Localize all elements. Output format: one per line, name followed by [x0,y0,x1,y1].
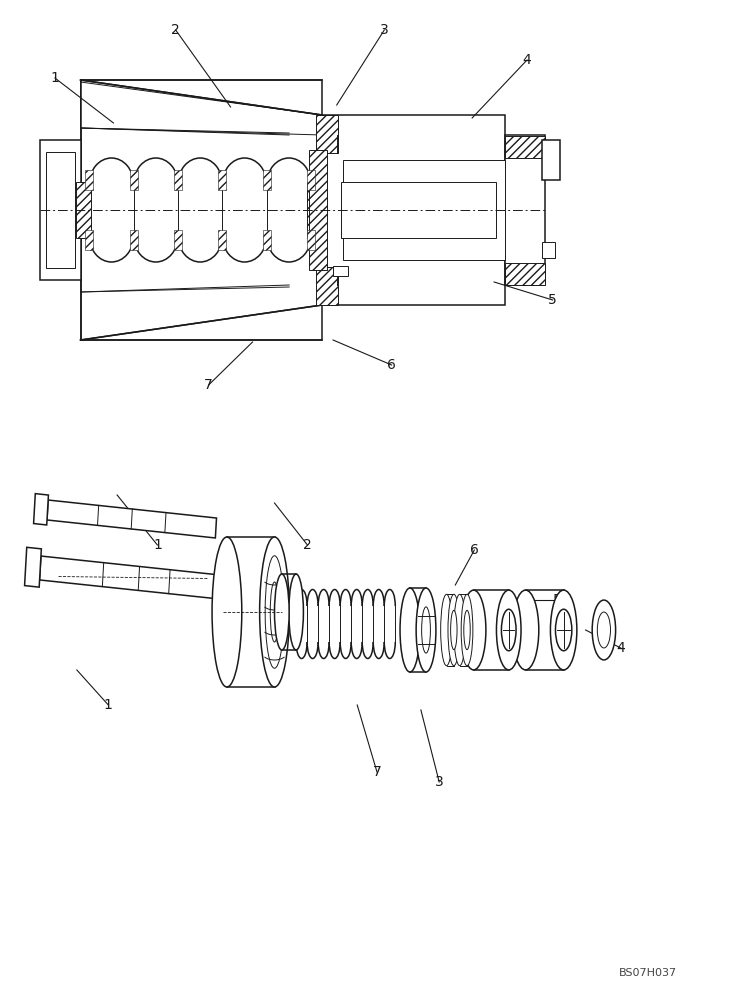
Text: 1: 1 [51,71,59,85]
Text: 7: 7 [204,378,213,392]
Ellipse shape [400,588,419,672]
Bar [307,182,324,238]
Ellipse shape [422,607,430,653]
Ellipse shape [550,590,577,670]
Bar [81,80,322,340]
Text: 4: 4 [523,53,531,67]
Ellipse shape [461,594,473,666]
Bar [316,267,338,305]
Text: 4: 4 [616,641,625,655]
Ellipse shape [597,612,610,648]
Ellipse shape [212,537,242,687]
Text: 6: 6 [387,358,396,372]
Ellipse shape [501,609,516,651]
Bar [316,115,338,153]
Bar [263,170,271,190]
Polygon shape [25,547,41,587]
Bar [46,152,75,268]
Bar [174,170,182,190]
Bar [86,230,93,250]
Bar [542,140,560,180]
Bar [307,230,315,250]
Ellipse shape [270,582,279,642]
Bar [505,263,545,285]
Text: 3: 3 [380,23,389,37]
Bar [343,160,505,260]
Bar [321,115,505,305]
Bar [130,230,138,250]
Ellipse shape [265,556,284,668]
Text: 1: 1 [104,698,113,712]
Bar [341,182,496,238]
Bar [218,230,226,250]
Text: 2: 2 [303,538,312,552]
Bar [333,266,348,276]
Ellipse shape [592,600,616,660]
Bar [218,170,226,190]
Ellipse shape [274,574,289,650]
Ellipse shape [416,588,436,672]
Bar [174,230,182,250]
Text: 2: 2 [171,23,180,37]
Ellipse shape [461,590,486,670]
Ellipse shape [448,594,460,666]
Bar [40,140,81,280]
Bar [309,150,327,270]
Text: 5: 5 [553,593,562,607]
Ellipse shape [454,594,466,666]
Polygon shape [47,500,217,538]
Bar [86,170,93,190]
Polygon shape [40,556,220,599]
Bar [542,242,555,258]
Text: 1: 1 [153,538,162,552]
Polygon shape [34,494,48,525]
Ellipse shape [512,590,539,670]
Bar [263,230,271,250]
Ellipse shape [260,537,289,687]
Bar [130,170,138,190]
Text: 5: 5 [548,293,557,307]
Text: 7: 7 [373,765,381,779]
Text: 6: 6 [470,543,479,557]
Bar [505,136,545,158]
Text: BS07H037: BS07H037 [619,968,677,978]
Polygon shape [81,82,322,135]
Bar [307,170,315,190]
Ellipse shape [496,590,521,670]
Bar [76,182,91,238]
Ellipse shape [441,594,452,666]
Ellipse shape [288,574,303,650]
Ellipse shape [556,609,572,651]
Text: 3: 3 [435,775,444,789]
Ellipse shape [451,610,457,650]
Bar [505,135,545,285]
Ellipse shape [464,610,470,650]
